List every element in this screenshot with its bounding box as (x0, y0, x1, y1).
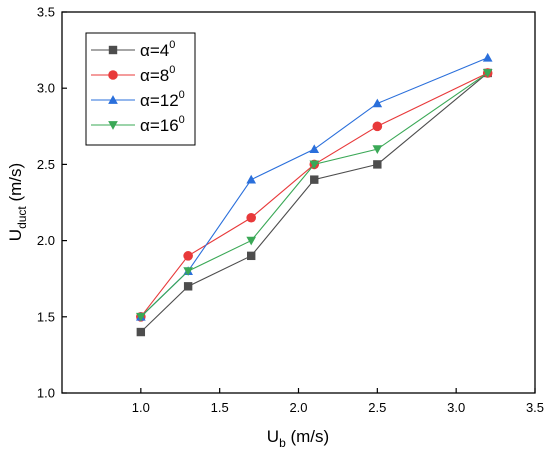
triangle-up-marker (482, 52, 493, 62)
legend-item: α=120 (91, 89, 185, 110)
legend-label-sup: 0 (179, 89, 185, 101)
y-tick-label: 2.0 (37, 233, 55, 248)
series-line (140, 72, 489, 318)
axis-ticks: 1.0 1.5 2.0 2.5 3.0 3.5 1.0 1.5 2.0 2.5 3.0 3.5 (37, 5, 544, 416)
legend-label: α=40 (140, 39, 175, 60)
legend-label-sup: 0 (169, 64, 175, 76)
legend-label-sup: 0 (169, 39, 175, 51)
triangle-down-marker (108, 121, 118, 130)
x-axis-title: Ub (m/s) (267, 427, 329, 450)
triangle-up-marker (108, 95, 118, 104)
x-tick-label: 1.5 (211, 400, 229, 415)
series-layer (136, 52, 493, 337)
series-line (140, 72, 488, 318)
series-4 (136, 69, 493, 322)
legend-label-main: α=8 (140, 66, 169, 85)
triangle-up-marker (309, 144, 320, 154)
y-tick-label: 2.5 (37, 157, 55, 172)
y-tick-label: 3.5 (37, 5, 55, 20)
legend-label: α=160 (140, 114, 185, 135)
square-marker (183, 282, 193, 291)
series-line (140, 72, 489, 333)
x-tick-label: 2.0 (289, 400, 307, 415)
triangle-down-marker (246, 236, 257, 246)
legend-item: α=80 (91, 64, 175, 85)
y-tick-label: 3.0 (37, 81, 55, 96)
triangle-down-marker (372, 145, 383, 154)
square-marker (136, 327, 146, 337)
x-tick-label: 3.5 (526, 400, 544, 415)
circle-marker (246, 212, 256, 223)
square-marker (247, 251, 256, 261)
square-marker (108, 45, 118, 55)
triangle-down-marker (309, 160, 320, 170)
legend-label-main: α=12 (140, 91, 179, 110)
y-axis-title: Uduct (m/s) (6, 163, 29, 241)
y-axis-title-main: U (6, 229, 25, 241)
legend-item: α=160 (91, 114, 185, 135)
x-tick-label: 3.0 (447, 400, 465, 415)
legend-label-main: α=16 (140, 116, 179, 135)
triangle-down-marker (136, 312, 146, 322)
y-tick-label: 1.0 (37, 386, 55, 401)
legend-label-main: α=4 (140, 41, 169, 60)
legend-item: α=40 (91, 39, 175, 60)
square-marker (310, 175, 319, 184)
y-tick-label: 1.5 (37, 309, 55, 324)
triangle-down-marker (482, 69, 493, 78)
x-axis-title-main: U (267, 427, 279, 446)
y-axis-title-unit: (m/s) (6, 163, 25, 206)
legend-label: α=80 (140, 64, 175, 85)
circle-marker (372, 121, 383, 132)
circle-marker (108, 70, 118, 80)
legend-label: α=120 (140, 89, 185, 110)
x-tick-label: 2.5 (368, 400, 386, 415)
triangle-up-marker (246, 174, 257, 184)
circle-marker (183, 251, 193, 261)
y-axis-title-sub: duct (15, 206, 29, 229)
triangle-up-marker (372, 98, 383, 108)
legend-box (85, 32, 196, 146)
x-axis-title-unit: (m/s) (286, 427, 329, 446)
square-marker (373, 160, 382, 169)
x-tick-label: 1.0 (132, 400, 150, 415)
legend-label-sup: 0 (179, 114, 185, 126)
x-axis-title-sub: b (279, 436, 286, 450)
triangle-down-marker (183, 267, 193, 276)
